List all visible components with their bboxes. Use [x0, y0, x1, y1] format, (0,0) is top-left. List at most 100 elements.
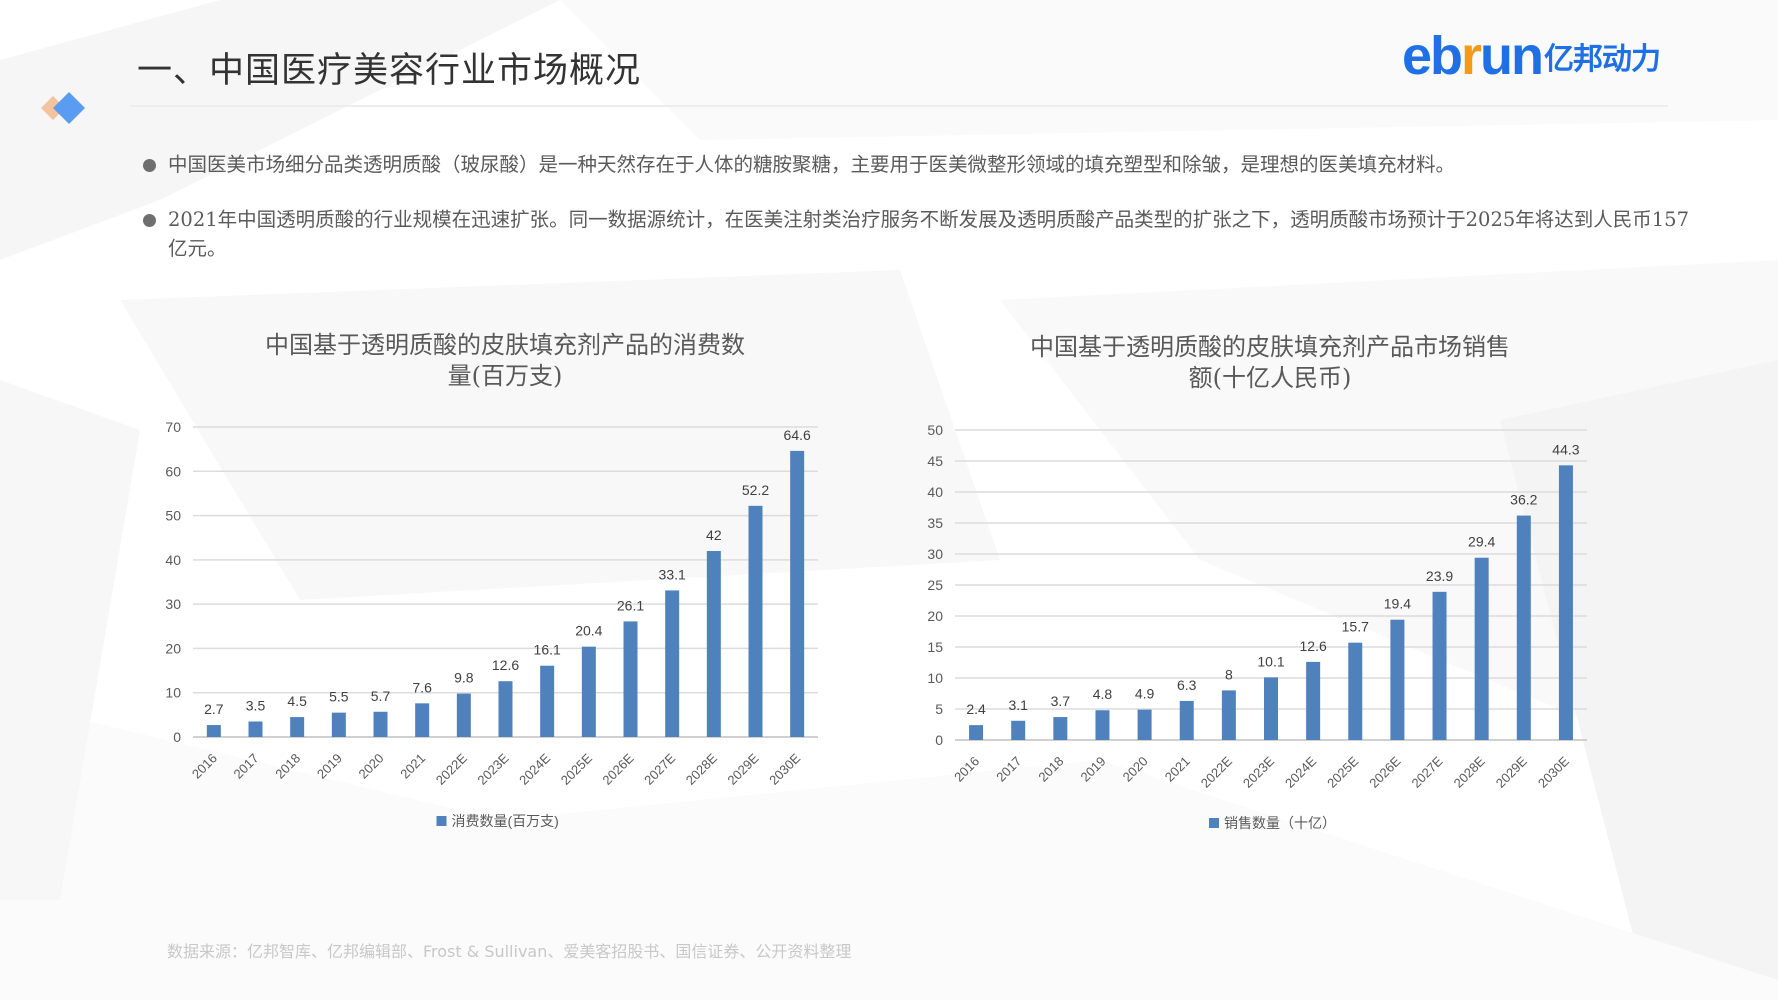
- y-tick-label: 15: [927, 639, 943, 655]
- x-tick-label: 2023E: [1240, 753, 1277, 790]
- bar: [1390, 619, 1405, 740]
- bar: [706, 551, 721, 737]
- data-label: 26.1: [617, 597, 644, 613]
- data-label: 23.9: [1426, 568, 1453, 584]
- header-divider: [130, 105, 1668, 107]
- data-label: 5.5: [329, 689, 349, 705]
- x-tick-label: 2028E: [1451, 753, 1488, 790]
- data-label: 8: [1225, 666, 1233, 682]
- bar: [665, 590, 680, 737]
- chart-legend: 消费数量(百万支): [436, 813, 559, 829]
- x-tick-label: 2030E: [1535, 753, 1572, 790]
- bar-chart-consumption: 0 10 20 30 40 50 60 70 2.7 2016 3.5 2017 4.5 2018 5.5 2…: [165, 419, 818, 829]
- x-tick-label: 2025E: [558, 750, 595, 787]
- legend-label: 销售数量（十亿）: [1224, 815, 1336, 831]
- chart-title-consumption: 中国基于透明质酸的皮肤填充剂产品的消费数 量(百万支): [265, 331, 745, 390]
- x-tick-label: 2027E: [1408, 753, 1445, 790]
- y-tick-label: 20: [927, 608, 943, 624]
- data-label: 29.4: [1468, 534, 1495, 550]
- bar: [1516, 515, 1531, 740]
- x-tick-label: 2020: [1120, 754, 1151, 785]
- y-tick-label: 40: [927, 484, 943, 500]
- data-label: 42: [706, 527, 722, 543]
- x-tick-label: 2024E: [516, 750, 553, 787]
- data-label: 12.6: [1300, 638, 1327, 654]
- bar: [1558, 465, 1573, 740]
- x-tick-label: 2016: [951, 754, 982, 785]
- y-tick-label: 0: [173, 729, 181, 745]
- y-tick-label: 40: [165, 552, 181, 568]
- bullet-list: 中国医美市场细分品类透明质酸（玻尿酸）是一种天然存在于人体的糖胺聚糖，主要用于医…: [140, 150, 1690, 289]
- x-tick-label: 2030E: [766, 750, 803, 787]
- data-label: 3.7: [1051, 693, 1071, 709]
- bar: [290, 717, 305, 737]
- bar: [969, 725, 984, 740]
- bar: [1306, 661, 1321, 740]
- bar: [248, 721, 263, 737]
- x-tick-label: 2016: [189, 751, 220, 782]
- bar: [790, 450, 805, 737]
- y-tick-label: 30: [927, 546, 943, 562]
- data-label: 6.3: [1177, 677, 1197, 693]
- x-tick-label: 2029E: [724, 750, 761, 787]
- bar: [206, 725, 221, 737]
- bar: [1264, 677, 1278, 740]
- data-label: 9.8: [454, 670, 474, 686]
- x-tick-label: 2023E: [474, 750, 511, 787]
- x-tick-label: 2020: [356, 751, 387, 782]
- bar: [540, 665, 555, 737]
- x-tick-label: 2018: [272, 751, 303, 782]
- data-label: 36.2: [1510, 492, 1537, 508]
- chart-legend: 销售数量（十亿）: [1209, 815, 1336, 831]
- x-tick-label: 2028E: [683, 750, 720, 787]
- ebrun-logo: ebrun 亿邦动力: [1402, 26, 1661, 86]
- y-tick-label: 30: [165, 596, 181, 612]
- x-tick-label: 2029E: [1493, 753, 1530, 790]
- legend-label: 消费数量(百万支): [452, 813, 559, 829]
- y-tick-label: 25: [927, 577, 943, 593]
- bar: [623, 621, 638, 737]
- data-label: 3.1: [1008, 697, 1028, 713]
- data-label: 4.8: [1093, 686, 1113, 702]
- bar-chart-sales: 0 5 10 15 20 25 30 35 40 45 50 2.4 2016 3.1 2017 3.7 201…: [927, 422, 1587, 831]
- data-label: 7.6: [412, 679, 432, 695]
- x-tick-label: 2022E: [433, 750, 470, 787]
- bar: [331, 712, 346, 737]
- bar: [1053, 717, 1068, 740]
- x-tick-label: 2026E: [1366, 753, 1403, 790]
- x-tick-label: 2018: [1035, 754, 1066, 785]
- bar: [1095, 710, 1110, 740]
- y-tick-label: 45: [927, 453, 943, 469]
- bar: [581, 646, 596, 737]
- data-label: 64.6: [784, 427, 811, 443]
- y-tick-label: 70: [165, 419, 181, 435]
- bullet-item: 2021年中国透明质酸的行业规模在迅速扩张。同一数据源统计，在医美注射类治疗服务…: [140, 205, 1690, 263]
- x-tick-label: 2022E: [1198, 753, 1235, 790]
- bullet-dot-icon: [143, 214, 156, 227]
- y-tick-label: 50: [165, 508, 181, 524]
- page-title: 一、中国医疗美容行业市场概况: [137, 51, 642, 91]
- data-label: 19.4: [1384, 596, 1411, 612]
- bar: [1432, 591, 1447, 740]
- data-label: 10.1: [1257, 653, 1284, 669]
- y-tick-label: 5: [935, 701, 943, 717]
- data-label: 20.4: [575, 623, 602, 639]
- data-label: 5.7: [371, 688, 391, 704]
- y-tick-label: 10: [165, 685, 181, 701]
- data-source-note: 数据来源：亿邦智库、亿邦编辑部、Frost & Sullivan、爱美客招股书、…: [167, 942, 852, 961]
- data-label: 2.7: [204, 701, 224, 717]
- x-tick-label: 2026E: [599, 750, 636, 787]
- x-tick-label: 2019: [314, 751, 345, 782]
- data-label: 2.4: [966, 701, 986, 717]
- bar: [1221, 690, 1236, 740]
- bar: [1348, 642, 1363, 740]
- legend-swatch-icon: [436, 816, 447, 826]
- legend-swatch-icon: [1209, 818, 1219, 828]
- data-label: 12.6: [492, 657, 519, 673]
- data-label: 33.1: [659, 566, 686, 582]
- data-label: 3.5: [246, 698, 266, 714]
- x-tick-label: 2021: [1162, 754, 1193, 785]
- data-label: 44.3: [1552, 441, 1579, 457]
- x-tick-label: 2019: [1078, 754, 1109, 785]
- chart-title-sales: 中国基于透明质酸的皮肤填充剂产品市场销售 额(十亿人民币): [1030, 333, 1510, 392]
